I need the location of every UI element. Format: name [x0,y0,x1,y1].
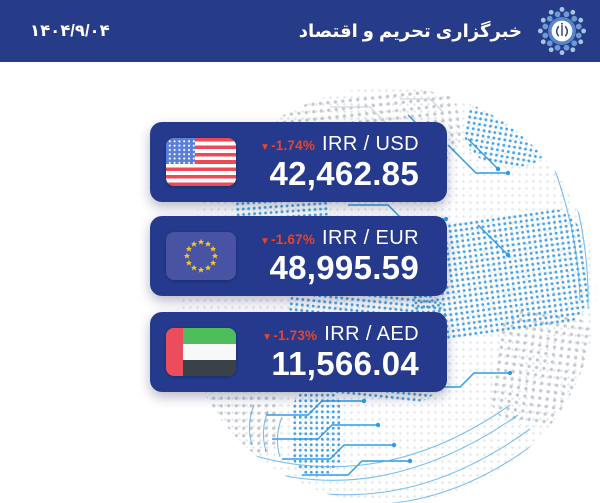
central-bank-logo-icon [537,6,587,56]
rate-info-eur: ▼-1.67% IRR / EUR 48,995.59 [260,227,419,286]
app-header: ۱۴۰۴/۹/۰۴ خبرگزاری تحریم و اقتصاد [0,0,600,62]
rate-value: 11,566.04 [271,344,419,382]
currency-pair-label: IRR / EUR [322,226,419,249]
change-percent: ▼-1.74% [259,137,316,153]
down-arrow-icon: ▼ [259,235,271,247]
currency-pair-label: IRR / USD [322,132,419,155]
rate-value: 42,462.85 [269,154,419,192]
rate-info-usd: ▼-1.74% IRR / USD 42,462.85 [260,133,419,192]
change-percent: ▼-1.67% [259,231,316,247]
uae-flag-icon [166,328,236,376]
usa-flag-icon [166,138,236,186]
rate-info-aed: ▼-1.73% IRR / AED 11,566.04 [262,323,419,382]
down-arrow-icon: ▼ [259,141,271,153]
globe-dot-patch [292,387,342,477]
rate-value: 48,995.59 [269,248,419,286]
change-percent: ▼-1.73% [262,327,318,343]
rate-card-usd: ▼-1.74% IRR / USD 42,462.85 [150,122,447,202]
rate-card-eur: ▼-1.67% IRR / EUR 48,995.59 [150,216,447,296]
agency-title: خبرگزاری تحریم و اقتصاد [298,20,522,41]
rate-card-aed: ▼-1.73% IRR / AED 11,566.04 [150,312,447,392]
eu-flag-icon [166,232,236,280]
down-arrow-icon: ▼ [262,331,273,343]
currency-pair-label: IRR / AED [324,322,419,345]
date-label: ۱۴۰۴/۹/۰۴ [30,22,110,40]
